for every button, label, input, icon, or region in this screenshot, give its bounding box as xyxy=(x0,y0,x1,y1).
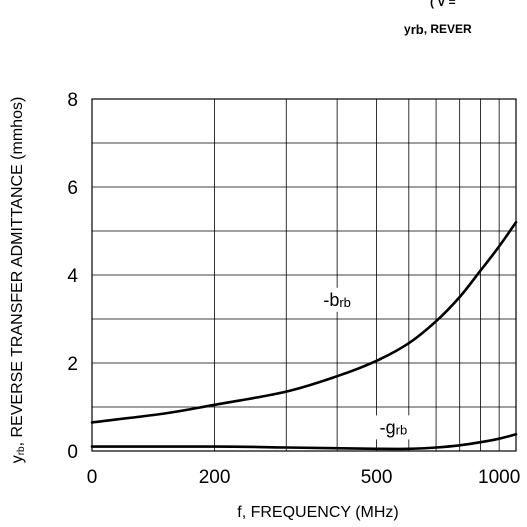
x-tick-label: 500 xyxy=(361,467,393,488)
x-axis-title: f, FREQUENCY (MHz) xyxy=(237,504,398,521)
y-tick-labels: 0 2 4 6 8 xyxy=(67,90,78,463)
x-tick-labels: 0 200 500 1000 xyxy=(87,467,521,488)
header-line1: ( V = xyxy=(430,0,456,9)
y-axis-title-rest: , REVERSE TRANSFER ADMITTANCE (mmhos) xyxy=(9,97,26,447)
x-tick-label: 1000 xyxy=(478,467,520,488)
series-line xyxy=(90,220,518,424)
y-axis-title-sub: rb xyxy=(16,446,27,455)
y-axis-title: yrb, REVERSE TRANSFER ADMITTANCE (mmhos) xyxy=(9,97,27,464)
y-axis-title-main: y xyxy=(9,455,26,463)
series-label-background xyxy=(311,287,364,312)
y-tick-label: 0 xyxy=(67,442,78,463)
header-line2-main: y xyxy=(404,22,411,36)
series-label-background xyxy=(367,415,420,440)
y-tick-label: 8 xyxy=(67,90,78,111)
y-tick-label: 6 xyxy=(67,178,78,199)
series-labels: -brb -grb xyxy=(311,287,420,440)
x-tick-label: 0 xyxy=(87,467,98,488)
plot-frame xyxy=(91,98,517,452)
grid xyxy=(92,99,516,451)
series-line xyxy=(90,433,518,451)
y-tick-label: 4 xyxy=(67,266,78,287)
series-label: -grb xyxy=(380,417,408,437)
header-line2-rest: , REVER xyxy=(424,22,472,36)
series-layer xyxy=(90,220,518,451)
header-line2-sub: rb xyxy=(411,22,424,37)
series-label: -brb xyxy=(323,290,351,310)
header-line2: yrb, REVER xyxy=(404,22,472,37)
x-tick-label: 200 xyxy=(199,467,231,488)
y-tick-label: 2 xyxy=(67,354,78,375)
